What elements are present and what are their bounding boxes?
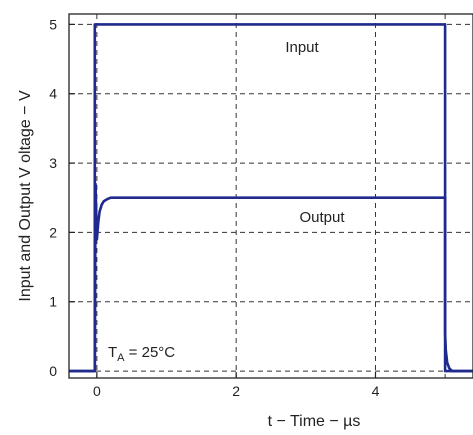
plot-frame xyxy=(68,13,473,379)
temperature-annotation: TA = 25°C xyxy=(108,344,175,364)
x-axis-title: t − Time − µs xyxy=(268,413,361,430)
annotation-rest: = 25°C xyxy=(125,344,176,361)
x-tick-label: 4 xyxy=(372,383,380,399)
series-line-output xyxy=(69,182,473,373)
y-tick-label: 0 xyxy=(49,363,57,379)
y-axis-title: Input and Output V oltage − V xyxy=(17,90,34,302)
grid-lines xyxy=(69,14,473,378)
y-tick-label: 1 xyxy=(49,294,57,310)
annotation-subscript: A xyxy=(117,352,125,364)
y-tick-label: 4 xyxy=(49,86,57,102)
y-tick-label: 2 xyxy=(49,224,57,240)
x-tick-label: 2 xyxy=(232,383,240,399)
annotation-main: T xyxy=(108,344,117,361)
series-label-output: Output xyxy=(299,209,345,226)
y-tick-label: 3 xyxy=(49,155,57,171)
series-label-input: Input xyxy=(285,39,319,56)
y-tick-label: 5 xyxy=(49,16,57,32)
axis-ticks: 0 1 2 3 4 5 0 2 4 xyxy=(49,16,379,399)
series-lines xyxy=(69,23,473,373)
x-tick-label: 0 xyxy=(93,383,101,399)
